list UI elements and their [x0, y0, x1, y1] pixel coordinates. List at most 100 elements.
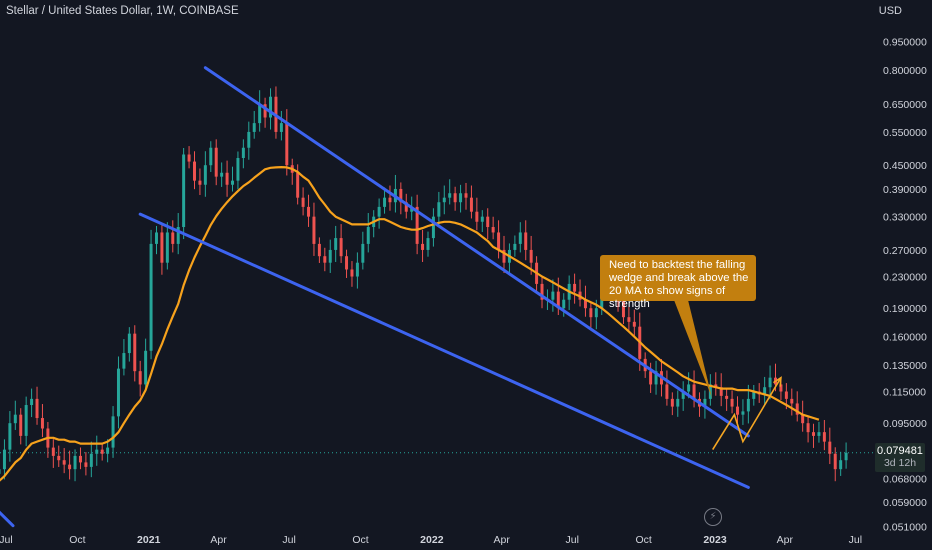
candle-body	[176, 227, 180, 244]
candle	[279, 110, 283, 141]
candle	[469, 185, 473, 219]
candle-body	[127, 333, 131, 354]
candle-body	[649, 371, 653, 385]
candle	[225, 160, 229, 197]
candle	[241, 139, 245, 169]
candle-body	[182, 154, 186, 228]
candle-body	[540, 283, 544, 300]
candle-body	[763, 387, 767, 395]
candle-body	[116, 368, 120, 417]
candle	[741, 399, 745, 425]
lightning-icon[interactable]: ⚡	[704, 508, 722, 526]
symbol-title[interactable]: Stellar / United States Dollar, 1W, COIN…	[6, 5, 239, 17]
candle-body	[736, 406, 739, 415]
candle	[269, 88, 273, 130]
candle	[68, 450, 72, 480]
candle-body	[51, 447, 55, 456]
trendline-upper	[203, 66, 750, 438]
candle	[339, 224, 343, 263]
candle-body	[160, 232, 164, 263]
candle	[100, 443, 104, 461]
candle	[247, 121, 251, 160]
projection-path	[712, 377, 782, 451]
y-tick-label: 0.230000	[883, 272, 927, 284]
candle	[475, 197, 479, 231]
candle	[393, 174, 397, 213]
candle	[372, 210, 376, 238]
candle	[312, 202, 316, 256]
currency-label: USD	[878, 5, 902, 17]
candle	[812, 423, 816, 448]
candle	[366, 213, 370, 253]
candle-body	[57, 455, 61, 461]
candle	[24, 396, 28, 447]
candle-body	[746, 398, 750, 412]
candle-body	[154, 232, 158, 244]
candle	[30, 388, 34, 418]
trendline-lower-extension	[0, 510, 15, 528]
candle-body	[448, 193, 452, 198]
candle	[383, 187, 387, 214]
y-tick-label: 0.390000	[883, 184, 927, 196]
candle-body	[573, 283, 577, 292]
candle	[263, 97, 267, 128]
candle-body	[307, 206, 311, 217]
candle-body	[144, 350, 148, 385]
candle	[198, 168, 202, 196]
candle-body	[431, 216, 435, 239]
candle-body	[247, 131, 251, 148]
x-tick-label: Oct	[69, 534, 85, 546]
candle-body	[30, 398, 34, 406]
candle-body	[203, 165, 207, 185]
candle	[231, 166, 235, 192]
candle-body	[464, 193, 468, 198]
candle	[703, 390, 707, 419]
y-tick-label: 0.330000	[883, 212, 927, 224]
candle-body	[627, 317, 631, 322]
candle	[2, 439, 6, 480]
candle	[442, 185, 446, 215]
candle-body	[621, 299, 625, 318]
candle	[154, 225, 158, 255]
candle	[35, 386, 39, 425]
candle-body	[149, 243, 153, 351]
candle-body	[790, 398, 794, 404]
candle	[746, 384, 750, 424]
candle	[589, 301, 593, 328]
candle-body	[719, 387, 723, 396]
candle	[160, 224, 164, 275]
candle	[345, 249, 349, 278]
candle-body	[556, 291, 560, 309]
candle-body	[801, 414, 805, 424]
bar-countdown: 3d 12h	[883, 457, 917, 469]
candle-body	[323, 256, 327, 263]
candle	[524, 220, 528, 261]
candle	[790, 388, 794, 416]
x-tick-label: Oct	[352, 534, 368, 546]
candle-body	[784, 391, 788, 399]
candle-body	[258, 104, 262, 124]
candle-body	[62, 460, 66, 465]
candle-body	[399, 188, 403, 203]
x-tick-label: Jul	[0, 534, 13, 546]
candle	[551, 279, 555, 312]
candle-body	[339, 238, 343, 257]
candle	[350, 261, 354, 287]
candle-body	[24, 405, 28, 436]
candle	[507, 243, 511, 275]
candle-body	[692, 384, 696, 399]
candle	[193, 151, 196, 190]
candle-body	[95, 449, 99, 454]
candle-body	[106, 447, 110, 454]
candle	[730, 390, 734, 414]
candle-body	[252, 123, 256, 132]
candle-body	[361, 243, 365, 263]
x-tick-label: Jul	[282, 534, 295, 546]
candle-body	[475, 211, 479, 222]
candle-body	[193, 161, 196, 181]
annotation-callout[interactable]: Need to backtest the falling wedge and b…	[600, 255, 756, 310]
candle-body	[518, 232, 522, 244]
candle	[252, 110, 256, 139]
candle	[464, 182, 468, 210]
